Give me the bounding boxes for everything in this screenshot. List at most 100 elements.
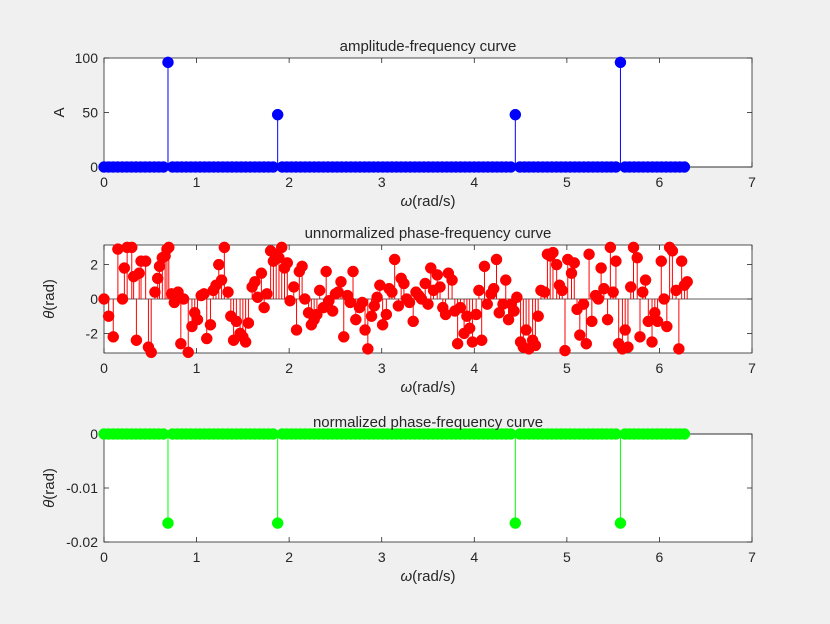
stem-marker [403, 296, 416, 309]
stem-marker [139, 255, 152, 267]
y-axis-label-text: (rad) [41, 468, 58, 500]
stem-marker [407, 315, 419, 328]
x-axis-label: ω(rad/s) [400, 379, 455, 396]
stem-marker [356, 296, 369, 309]
stem-marker [538, 286, 551, 298]
stem-marker [419, 277, 431, 290]
stem-marker [376, 319, 389, 331]
stem-marker [102, 310, 115, 322]
stem-marker [365, 310, 378, 322]
stem-marker [386, 286, 398, 298]
stem-marker [288, 281, 300, 293]
stem-marker [222, 286, 234, 298]
stem-marker [502, 313, 515, 326]
stem-marker [145, 346, 157, 359]
stem-marker [627, 241, 640, 254]
stem-marker [509, 108, 522, 121]
stem-marker [601, 313, 614, 326]
stem-marker [320, 265, 332, 278]
stem-marker [371, 291, 383, 304]
stem-marker [651, 315, 664, 328]
stem-marker [508, 305, 520, 317]
stem-marker [239, 336, 252, 348]
stem-marker [392, 300, 405, 312]
stem-marker [258, 301, 270, 314]
y-tick-label: -0.01 [66, 480, 98, 496]
stem-marker [470, 308, 482, 321]
x-tick-label: 7 [748, 360, 756, 376]
x-tick-label: 1 [193, 549, 201, 565]
stem-marker [380, 308, 393, 321]
stem-marker [275, 241, 288, 254]
x-tick-label: 0 [100, 360, 108, 376]
chart-2: 0 1 2 3 4 5 6 7 -2 0 2 unnormalized phase-frequency… [41, 225, 756, 396]
y-axis-label-symbol: θ [41, 500, 58, 508]
stem-marker [559, 344, 571, 357]
y-axis-label-text: (rad) [41, 279, 58, 311]
x-tick-label: 6 [656, 549, 664, 565]
stem-marker [487, 282, 500, 295]
stem-marker [666, 245, 679, 257]
stem-series [98, 241, 693, 359]
stem-marker [261, 288, 273, 300]
stem-marker [271, 517, 284, 529]
plot-area [103, 433, 753, 543]
stem-marker [255, 267, 268, 279]
plot-area [103, 57, 753, 168]
stem-marker [574, 329, 586, 341]
stem-marker [511, 291, 523, 304]
chart-title: normalized phase-frequency curve [313, 414, 543, 431]
stem-marker [201, 332, 213, 345]
stem-marker [151, 272, 164, 285]
y-axis-label: θ(rad) [41, 279, 58, 319]
stem-marker [619, 324, 631, 336]
stem-marker [463, 322, 476, 334]
stem-marker [583, 248, 595, 261]
stem-marker [532, 310, 544, 322]
stem-marker [658, 293, 670, 305]
stem-marker [230, 315, 243, 328]
x-tick-label: 6 [656, 360, 664, 376]
stem-marker [673, 343, 685, 355]
stem-marker [313, 284, 326, 297]
stem-marker [565, 267, 578, 279]
y-tick-label: 100 [75, 50, 99, 66]
x-tick-label: 1 [193, 360, 201, 376]
stem-marker [299, 293, 311, 305]
y-axis-label: θ(rad) [41, 468, 58, 508]
stem-marker [116, 293, 129, 305]
x-axis-label-symbol: ω [400, 568, 412, 585]
stem-marker [675, 255, 688, 267]
stem-marker [622, 341, 634, 353]
stem-marker [271, 108, 284, 121]
y-axis-label-text: A [51, 107, 68, 117]
chart-title: amplitude-frequency curve [340, 38, 517, 55]
stem-marker [556, 284, 568, 297]
stem-marker [592, 293, 605, 305]
stem-marker [529, 339, 542, 352]
stem-marker [344, 296, 356, 309]
x-tick-label: 4 [470, 360, 478, 376]
y-tick-label: 2 [90, 257, 98, 273]
stem-marker [490, 253, 503, 266]
stem-marker [451, 337, 464, 350]
stem-marker [218, 241, 231, 254]
stem-marker [98, 293, 110, 305]
stem-marker [678, 428, 691, 440]
stem-marker [434, 281, 446, 293]
stem-marker [678, 161, 691, 173]
stem-marker [655, 255, 668, 267]
x-tick-label: 4 [470, 549, 478, 565]
stem-marker [481, 298, 493, 310]
stem-marker [670, 284, 682, 297]
stem-marker [624, 281, 637, 293]
stem-marker [213, 258, 225, 271]
stem-marker [478, 260, 491, 273]
x-tick-label: 3 [378, 549, 386, 565]
stem-marker [604, 241, 617, 254]
stem-marker [191, 313, 204, 326]
stem-marker [281, 257, 294, 269]
stem-marker [204, 319, 217, 331]
y-tick-label: -0.02 [66, 534, 98, 550]
